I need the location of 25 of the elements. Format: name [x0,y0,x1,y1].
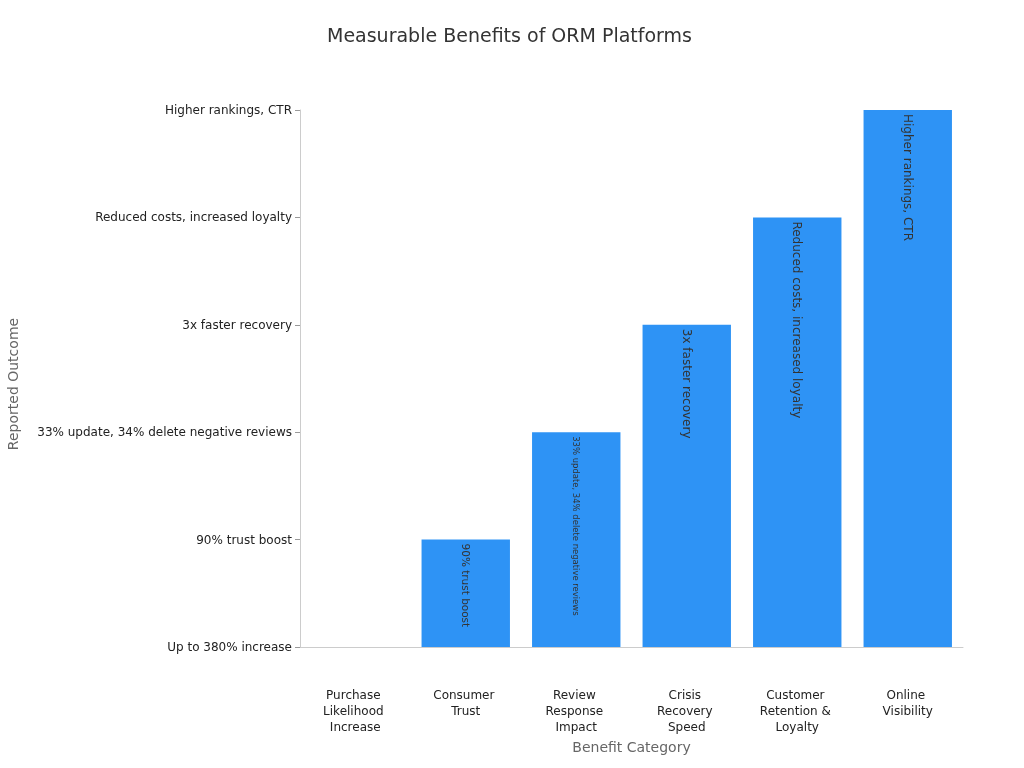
annotation: 90% trust boost [459,543,472,628]
x-tick-label: Crisis Recovery Speed [657,688,717,734]
bar [863,110,952,647]
x-tick-label: Review Response Impact [545,688,607,734]
annotation: 33% update, 34% delete negative reviews [571,436,582,616]
x-tick-label: Customer Retention & Loyalty [759,688,835,734]
text: Reduced costs, increased loyalty [95,210,292,225]
bar [753,217,842,647]
text: 33% update, 34% delete negative reviews [37,425,292,440]
x-tick-label: Purchase Likelihood Increase [323,688,388,734]
annotation: Higher rankings, CTR [900,114,915,242]
chart-title: Measurable Benefits of ORM Platforms [327,23,692,46]
bar [532,432,621,647]
x-tick-label: Consumer Trust [433,688,499,718]
x-tick-label: Online Visibility [882,688,933,718]
x-axis-title: Benefit Category [572,738,691,755]
bar [421,539,510,647]
text: Higher rankings, CTR [164,103,292,117]
text: Reported Outcome [5,317,21,451]
text: 3x faster recovery [182,317,292,332]
text: Up to 380% increase [167,640,292,654]
bar [642,324,731,647]
annotation: 3x faster recovery [679,328,694,439]
annotation: Reduced costs, increased loyalty [790,221,805,419]
text: 90% trust boost [196,532,293,547]
